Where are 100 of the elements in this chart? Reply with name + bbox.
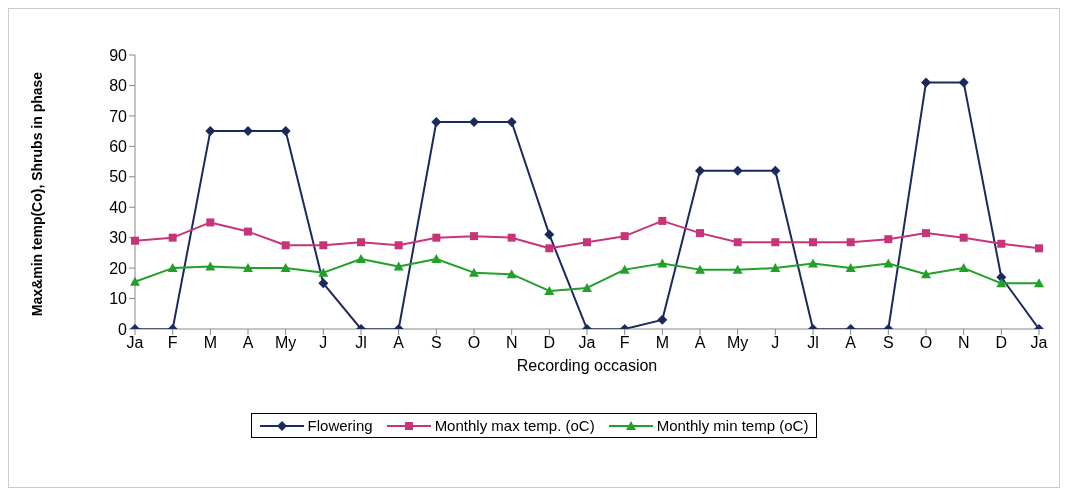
point bbox=[959, 233, 968, 242]
x-axis-title: Recording occasion bbox=[516, 357, 658, 374]
point bbox=[243, 126, 253, 137]
point bbox=[206, 218, 215, 227]
point bbox=[318, 278, 329, 289]
x-tick-label: M bbox=[655, 334, 669, 352]
y-tick-label: 30 bbox=[109, 229, 128, 247]
y-tick-label: 50 bbox=[109, 168, 128, 186]
x-tick-label: Jl bbox=[807, 334, 819, 352]
y-tick-label: 20 bbox=[109, 259, 128, 277]
point bbox=[733, 238, 742, 247]
point bbox=[506, 116, 517, 127]
point bbox=[506, 269, 517, 279]
point bbox=[469, 267, 479, 277]
point bbox=[357, 238, 365, 247]
point bbox=[356, 253, 366, 263]
point bbox=[884, 235, 893, 244]
point bbox=[771, 238, 780, 247]
point bbox=[657, 314, 668, 325]
y-tick-label: 10 bbox=[109, 290, 128, 308]
point bbox=[770, 263, 781, 273]
point bbox=[469, 116, 479, 127]
point bbox=[545, 244, 554, 253]
point bbox=[958, 77, 969, 88]
x-tick-label: D bbox=[995, 334, 1008, 352]
x-tick-label: D bbox=[543, 334, 556, 352]
x-tick-label: A bbox=[845, 334, 857, 352]
legend-label: Monthly max temp. (oC) bbox=[434, 417, 595, 434]
x-tick-label: A bbox=[393, 334, 405, 352]
x-tick-label: Ja bbox=[1030, 334, 1048, 352]
point bbox=[281, 241, 290, 250]
point bbox=[620, 232, 629, 241]
x-tick-label: J bbox=[771, 334, 780, 352]
point bbox=[280, 263, 291, 273]
y-tick-label: 0 bbox=[118, 320, 128, 338]
point bbox=[808, 258, 818, 268]
legend-label: Flowering bbox=[307, 417, 373, 434]
point bbox=[280, 126, 291, 137]
point bbox=[883, 258, 894, 268]
y-axis-title: Max&min temp(Co), Shrubs in phase bbox=[29, 70, 46, 319]
point bbox=[431, 116, 442, 127]
point bbox=[1034, 278, 1044, 288]
point bbox=[809, 238, 817, 247]
point bbox=[583, 238, 591, 247]
x-tick-label: F bbox=[619, 334, 630, 352]
point bbox=[996, 278, 1007, 288]
y-tick-label: 60 bbox=[109, 138, 128, 156]
point bbox=[619, 264, 630, 274]
x-tick-label: N bbox=[957, 334, 970, 352]
point bbox=[205, 261, 216, 271]
x-tick-label: S bbox=[883, 334, 894, 352]
point bbox=[130, 276, 140, 286]
x-tick-label: Ja bbox=[578, 334, 596, 352]
x-tick-label: A bbox=[694, 334, 706, 352]
point bbox=[695, 264, 705, 274]
point bbox=[205, 126, 216, 137]
x-tick-label: M bbox=[203, 334, 217, 352]
point bbox=[921, 77, 931, 88]
point bbox=[921, 269, 931, 279]
point bbox=[658, 216, 667, 225]
point bbox=[845, 263, 856, 273]
x-tick-label: N bbox=[505, 334, 518, 352]
y-tick-label: 80 bbox=[109, 77, 128, 95]
point bbox=[168, 233, 177, 242]
point bbox=[582, 282, 592, 292]
legend-label: Monthly min temp (oC) bbox=[656, 417, 809, 434]
point bbox=[244, 227, 252, 236]
x-tick-label: A bbox=[242, 334, 254, 352]
point bbox=[470, 232, 478, 241]
point bbox=[846, 238, 855, 247]
point bbox=[997, 239, 1006, 248]
point bbox=[544, 285, 555, 295]
x-tick-label: S bbox=[431, 334, 442, 352]
y-tick-label: 40 bbox=[109, 198, 128, 216]
point bbox=[657, 258, 668, 268]
x-tick-label: F bbox=[167, 334, 178, 352]
x-tick-label: O bbox=[919, 334, 933, 352]
point bbox=[432, 233, 441, 242]
point bbox=[770, 165, 781, 176]
point bbox=[958, 263, 969, 273]
y-tick-label: 90 bbox=[109, 46, 128, 64]
point bbox=[318, 267, 329, 277]
point bbox=[695, 165, 705, 176]
point bbox=[394, 241, 403, 250]
point bbox=[167, 263, 178, 273]
x-tick-label: Ja bbox=[126, 334, 144, 352]
x-tick-label: Jl bbox=[355, 334, 367, 352]
x-tick-label: My bbox=[727, 334, 749, 352]
point bbox=[696, 229, 704, 238]
x-tick-label: J bbox=[319, 334, 328, 352]
point bbox=[732, 264, 743, 274]
point bbox=[1035, 244, 1043, 253]
point bbox=[243, 263, 253, 273]
y-tick-label: 70 bbox=[109, 107, 128, 125]
point bbox=[507, 233, 516, 242]
point bbox=[431, 253, 442, 263]
point bbox=[131, 236, 139, 245]
point bbox=[544, 229, 555, 240]
point bbox=[393, 261, 404, 271]
x-tick-label: My bbox=[275, 334, 297, 352]
